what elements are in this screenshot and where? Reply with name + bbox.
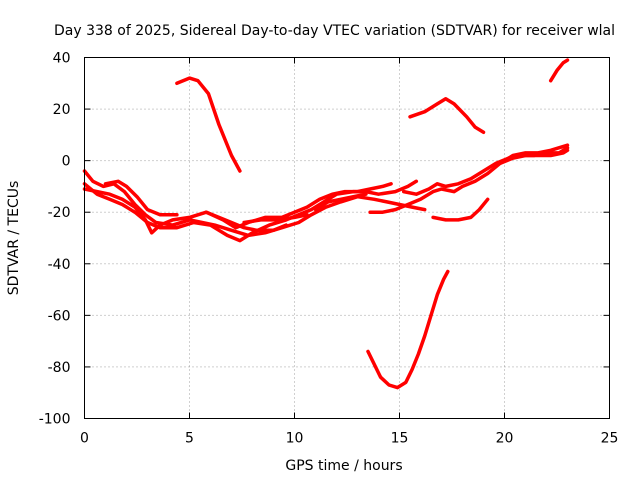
series-arc-10 — [242, 213, 309, 225]
plot-frame — [84, 57, 610, 419]
tick-layer: 0 5 10 15 20 25 -100 -80 -60 -40 -20 0 20 40 — [39, 51, 619, 447]
series-arc-14 — [431, 197, 490, 222]
y-tick-label: -100 — [39, 412, 71, 428]
y-tick-label: -40 — [48, 257, 71, 273]
y-tick-label: -80 — [48, 360, 71, 376]
x-tick-label: 0 — [80, 431, 89, 447]
series-arc-1 — [175, 76, 242, 173]
y-tick-label: 20 — [53, 102, 71, 118]
series-arc-5 — [82, 169, 427, 238]
chart-title: Day 338 of 2025, Sidereal Day-to-day VTE… — [54, 23, 615, 39]
series-arc-15 — [498, 143, 570, 165]
series-arc-7 — [82, 182, 393, 235]
series-layer — [82, 58, 570, 390]
y-tick-label: 40 — [53, 51, 71, 67]
x-tick-label: 15 — [391, 431, 409, 447]
series-arc-8 — [103, 179, 179, 217]
y-tick-label: -20 — [48, 205, 71, 221]
x-tick-label: 25 — [601, 431, 619, 447]
grid-layer — [84, 57, 610, 419]
x-tick-label: 10 — [286, 431, 304, 447]
series-arc-11 — [313, 192, 368, 212]
series-arc-4 — [366, 269, 450, 390]
series-arc-9 — [204, 210, 288, 233]
y-tick-label: 0 — [62, 154, 71, 170]
series-arc-2 — [408, 97, 486, 135]
x-axis-label: GPS time / hours — [285, 458, 402, 474]
x-tick-label: 5 — [185, 431, 194, 447]
x-tick-label: 20 — [496, 431, 514, 447]
y-tick-label: -60 — [48, 308, 71, 324]
series-arc-3 — [548, 58, 570, 83]
y-axis-label: SDTVAR / TECUs — [6, 181, 22, 296]
series-arc-13 — [401, 146, 570, 196]
